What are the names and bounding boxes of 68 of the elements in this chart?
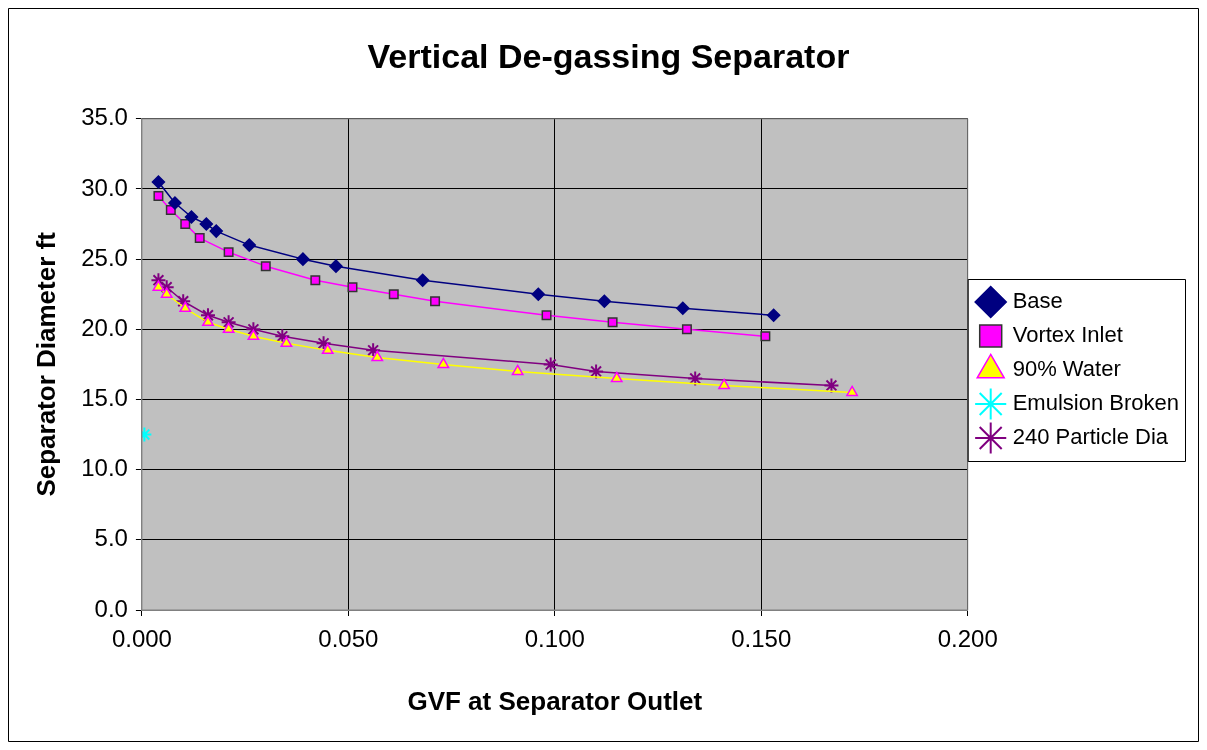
point — [718, 378, 731, 390]
point — [531, 287, 546, 301]
point — [260, 261, 271, 272]
point — [347, 282, 358, 293]
y-tick-label: 25.0 — [81, 243, 128, 271]
x-tick-label: 0.150 — [731, 625, 792, 653]
point — [766, 308, 781, 323]
y-tick-label: 10.0 — [81, 454, 128, 482]
y-tick-label: 30.0 — [81, 173, 128, 201]
legend-label: 90% Water — [1012, 356, 1121, 382]
point — [329, 259, 343, 273]
y-tick-label: 0.0 — [94, 594, 128, 622]
point — [511, 364, 524, 376]
x-tick-label: 0.100 — [524, 625, 585, 653]
point — [687, 370, 704, 387]
point — [681, 324, 692, 335]
legend-label: Vortex Inlet — [1012, 322, 1123, 348]
point — [222, 322, 235, 334]
point — [274, 328, 291, 345]
legend-label: Base — [1012, 288, 1063, 314]
point — [296, 252, 310, 266]
point — [541, 310, 552, 321]
point — [194, 233, 205, 244]
point — [588, 363, 605, 380]
y-tick-label: 20.0 — [81, 313, 128, 341]
point — [152, 280, 165, 291]
point — [202, 315, 214, 327]
point — [151, 175, 166, 189]
point — [160, 287, 173, 298]
point — [199, 217, 214, 231]
legend-label: Emulsion Broken — [1012, 390, 1180, 416]
point — [310, 275, 321, 286]
point — [846, 385, 859, 397]
x-tick-label: 0.000 — [111, 625, 172, 653]
point — [676, 301, 690, 316]
point — [371, 350, 384, 362]
y-axis-title: Separator Diameter ft — [30, 231, 61, 497]
point — [610, 371, 623, 383]
legend-label: 240 Particle Dia — [1012, 424, 1169, 450]
y-tick-label: 15.0 — [81, 384, 128, 412]
point — [607, 317, 618, 328]
point — [179, 301, 192, 313]
x-axis-title: GVF at Separator Outlet — [407, 685, 703, 716]
point — [153, 191, 164, 201]
y-tick-label: 5.0 — [94, 524, 128, 552]
point — [321, 343, 334, 355]
point — [760, 331, 771, 342]
x-tick-label: 0.200 — [937, 625, 998, 653]
point — [209, 224, 223, 238]
point — [437, 357, 450, 369]
point — [280, 336, 293, 348]
point — [247, 329, 260, 341]
y-tick-label: 35.0 — [81, 103, 128, 131]
point — [388, 289, 399, 300]
point — [415, 273, 430, 287]
point — [597, 294, 612, 308]
point — [180, 219, 191, 230]
chart-title: Vertical De-gassing Separator — [367, 36, 850, 75]
x-tick-label: 0.050 — [318, 625, 379, 653]
point — [168, 196, 182, 210]
point — [542, 356, 559, 373]
point — [184, 210, 199, 224]
point — [223, 247, 234, 258]
point — [365, 342, 382, 359]
point — [242, 238, 257, 252]
point — [315, 335, 332, 352]
point — [430, 296, 441, 307]
point — [823, 377, 840, 394]
